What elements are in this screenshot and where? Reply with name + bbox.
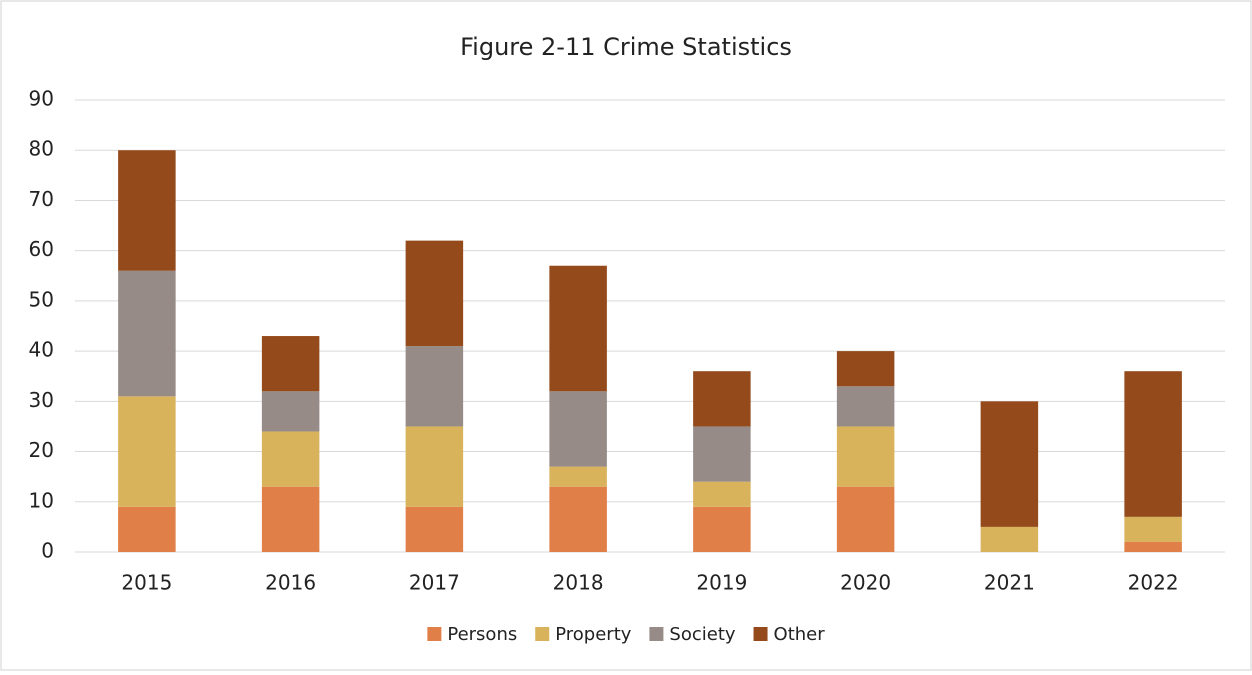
legend-swatch xyxy=(753,627,768,641)
legend-label: Persons xyxy=(447,624,517,645)
bar-segment xyxy=(405,506,464,552)
legend-swatch xyxy=(427,627,442,641)
x-tick-label: 2019 xyxy=(696,571,747,595)
legend-swatch xyxy=(649,627,664,641)
legend-swatch xyxy=(535,627,550,641)
bar-segment xyxy=(836,351,895,387)
y-tick-label: 80 xyxy=(29,137,54,161)
bar-segment xyxy=(405,240,464,347)
legend-label: Other xyxy=(774,624,826,645)
bar-segment xyxy=(405,426,464,507)
bar-segment xyxy=(261,391,320,432)
bar-segment xyxy=(405,346,464,427)
legend-label: Society xyxy=(669,624,735,645)
bar-segment xyxy=(836,386,895,427)
x-tick-label: 2020 xyxy=(840,571,891,595)
x-tick-label: 2017 xyxy=(409,571,460,595)
bar-segment xyxy=(1124,541,1182,552)
x-tick-label: 2016 xyxy=(265,571,316,595)
bar-segment xyxy=(1124,516,1182,542)
bar-segment xyxy=(836,486,895,552)
bar-segment xyxy=(549,466,607,487)
bar-segment xyxy=(118,150,176,271)
x-tick-label: 2021 xyxy=(984,571,1035,595)
bar-segment xyxy=(980,526,1039,552)
bar-segment xyxy=(693,371,751,427)
bar-segment xyxy=(836,426,895,487)
y-tick-label: 20 xyxy=(29,438,54,462)
bar-segment xyxy=(261,431,320,487)
bar-segment xyxy=(261,336,320,392)
bar-segment xyxy=(693,481,751,507)
y-tick-label: 10 xyxy=(29,488,54,512)
bar-segment xyxy=(693,506,751,552)
y-tick-label: 70 xyxy=(29,187,54,211)
legend-label: Property xyxy=(555,624,632,645)
bar-segment xyxy=(261,486,320,552)
bar-segment xyxy=(118,270,176,397)
x-tick-label: 2015 xyxy=(121,571,172,595)
bar-segment xyxy=(549,265,607,392)
bar-segment xyxy=(118,506,176,552)
bar-segment xyxy=(980,401,1039,527)
y-tick-label: 60 xyxy=(29,237,54,261)
y-tick-label: 50 xyxy=(29,287,54,311)
bar-segment xyxy=(549,391,607,467)
y-tick-label: 0 xyxy=(41,539,54,563)
x-tick-label: 2022 xyxy=(1128,571,1179,595)
chart-title: Figure 2-11 Crime Statistics xyxy=(460,33,792,61)
bar-segment xyxy=(1124,371,1182,517)
bar-segment xyxy=(118,396,176,507)
y-tick-label: 30 xyxy=(29,388,54,412)
x-tick-label: 2018 xyxy=(553,571,604,595)
y-tick-label: 90 xyxy=(29,87,54,111)
bar-segment xyxy=(549,486,607,552)
bar-segment xyxy=(693,426,751,482)
y-tick-label: 40 xyxy=(29,338,54,362)
